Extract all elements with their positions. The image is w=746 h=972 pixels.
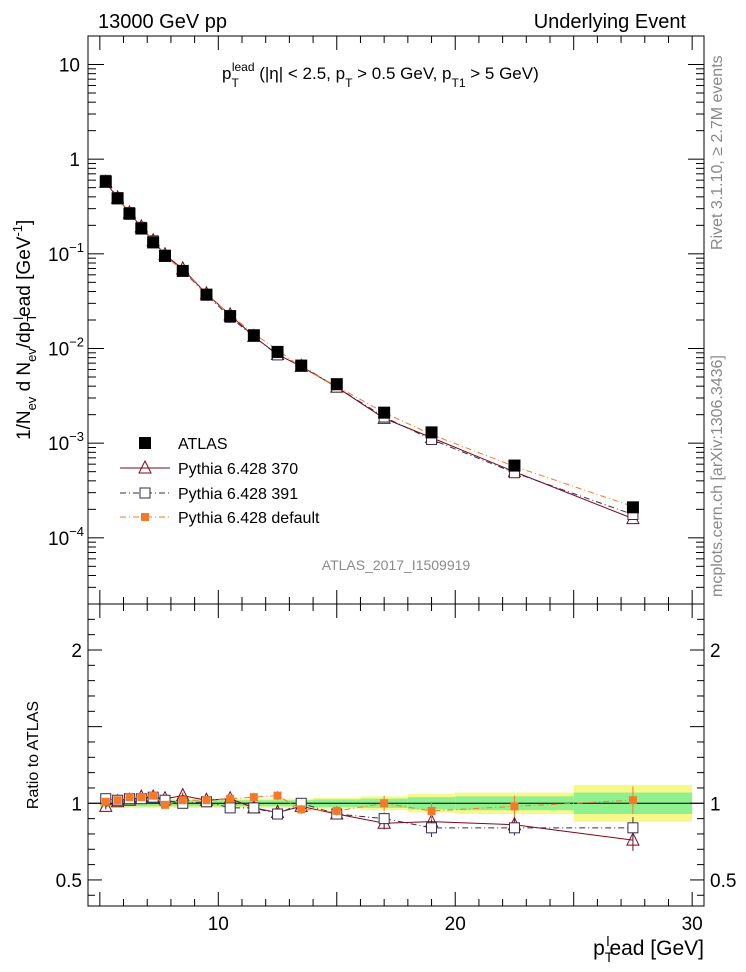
p391-ratio-point bbox=[248, 802, 260, 814]
ratio-tick-label-left: 1 bbox=[71, 794, 82, 815]
x-axis-label: pTlead [GeV] bbox=[593, 933, 704, 965]
ratio-tick-label-right: 0.5 bbox=[710, 871, 736, 892]
y-tick-label: 10 bbox=[59, 55, 80, 76]
analysis-watermark: ATLAS_2017_I1509919 bbox=[322, 557, 471, 573]
pdef-ratio-point bbox=[226, 794, 235, 803]
pdef-line bbox=[105, 180, 634, 507]
legend-label-pdef: Pythia 6.428 default bbox=[178, 510, 320, 527]
ratio-series-layer bbox=[98, 786, 640, 851]
ratio-axis-ticks: 10 20 30 0.5 0.5 1 1 2 2 bbox=[56, 604, 736, 935]
ratio-tick-label-left: 2 bbox=[71, 641, 82, 662]
y-tick-label: 10−2 bbox=[48, 334, 84, 360]
atlas-point bbox=[159, 249, 171, 262]
main-axis-ticks: 10 1 10−1 10−2 10−3 10−4 bbox=[48, 35, 704, 605]
atlas-point bbox=[295, 359, 308, 372]
legend-label-p391: Pythia 6.428 391 bbox=[178, 486, 298, 503]
p391-ratio-point bbox=[224, 802, 236, 814]
y-axis-label: 1/Nev d Nev/dpTlead [GeV-1] bbox=[10, 220, 39, 440]
main-plot-panel: 10 1 10−1 10−2 10−3 10−4 pTlead (|η| < 2.5, p… bbox=[10, 35, 705, 605]
p391-ratio-point bbox=[272, 808, 284, 820]
ratio-tick-label-left: 0.5 bbox=[56, 871, 82, 892]
x-tick-label: 10 bbox=[208, 914, 229, 935]
ratio-frame bbox=[87, 603, 705, 907]
pdef-ratio-point bbox=[161, 800, 169, 809]
y-tick-label: 10−4 bbox=[48, 524, 84, 550]
atlas-point bbox=[224, 310, 237, 323]
pdef-ratio-point bbox=[125, 793, 134, 802]
main-series-layer bbox=[98, 174, 640, 525]
mcplots-label: mcplots.cern.ch [arXiv:1306.3436] bbox=[709, 355, 726, 597]
pdef-ratio-point bbox=[380, 799, 389, 808]
atlas-point bbox=[99, 175, 112, 188]
atlas-point bbox=[135, 222, 148, 235]
p391-ratio-point bbox=[426, 822, 438, 834]
atlas-point bbox=[378, 406, 391, 419]
atlas-point bbox=[271, 345, 284, 358]
atlas-point bbox=[425, 426, 438, 439]
legend-marker-p391 bbox=[139, 487, 151, 499]
pdef-ratio-point bbox=[113, 796, 122, 805]
ratio-plot-panel: 10 20 30 0.5 0.5 1 1 2 2 Ratio to ATLAS pTlead [… bbox=[25, 603, 736, 965]
pdef-ratio-point bbox=[628, 796, 637, 805]
pdef-ratio-point bbox=[332, 806, 341, 815]
pdef-ratio-point bbox=[202, 796, 211, 805]
pdef-ratio-point bbox=[427, 806, 436, 815]
atlas-point bbox=[200, 288, 213, 301]
header-left: 13000 GeV pp bbox=[98, 11, 227, 33]
pdef-ratio-point bbox=[137, 793, 146, 802]
pdef-ratio-point bbox=[510, 802, 519, 811]
p391-ratio-point bbox=[378, 813, 390, 825]
pdef-ratio-point bbox=[249, 793, 258, 802]
p391-ratio-point bbox=[627, 822, 639, 834]
y-tick-label: 10−3 bbox=[48, 429, 84, 455]
pdef-ratio-point bbox=[273, 791, 282, 800]
ratio-tick-label-right: 2 bbox=[710, 641, 721, 662]
y-tick-label: 1 bbox=[69, 150, 80, 171]
atlas-point bbox=[111, 192, 124, 205]
ratio-tick-label-right: 1 bbox=[710, 794, 721, 815]
rivet-label: Rivet 3.1.10, ≥ 2.7M events bbox=[709, 55, 726, 250]
legend-label-p370: Pythia 6.428 370 bbox=[178, 461, 298, 478]
legend-label-atlas: ATLAS bbox=[178, 436, 228, 453]
atlas-point bbox=[123, 207, 136, 220]
legend: ATLAS Pythia 6.428 370 Pythia 6.428 391 Pyt… bbox=[120, 436, 320, 527]
legend-marker-atlas bbox=[139, 437, 151, 449]
atlas-point bbox=[147, 236, 160, 249]
atlas-point bbox=[508, 459, 521, 472]
p370-ratio-point bbox=[626, 831, 640, 846]
atlas-point bbox=[176, 264, 189, 277]
plot-title: pTlead (|η| < 2.5, pT > 0.5 GeV, pT1 > 5… bbox=[222, 60, 539, 90]
y-tick-label: 10−1 bbox=[48, 240, 84, 266]
pdef-ratio-point bbox=[149, 791, 158, 800]
atlas-point bbox=[626, 501, 639, 514]
atlas-point bbox=[330, 378, 343, 391]
x-tick-label: 30 bbox=[682, 914, 703, 935]
header-right: Underlying Event bbox=[534, 11, 687, 33]
atlas-point bbox=[247, 329, 260, 342]
pdef-ratio-point bbox=[101, 797, 110, 806]
p391-ratio-point bbox=[508, 822, 520, 834]
pdef-ratio-line bbox=[105, 795, 633, 812]
legend-marker-pdef bbox=[141, 513, 149, 521]
x-tick-label: 20 bbox=[445, 914, 466, 935]
pdef-ratio-point bbox=[178, 796, 187, 805]
ratio-y-axis-label: Ratio to ATLAS bbox=[25, 701, 42, 809]
legend-marker-p370 bbox=[138, 459, 152, 474]
pdef-ratio-point bbox=[297, 805, 306, 814]
